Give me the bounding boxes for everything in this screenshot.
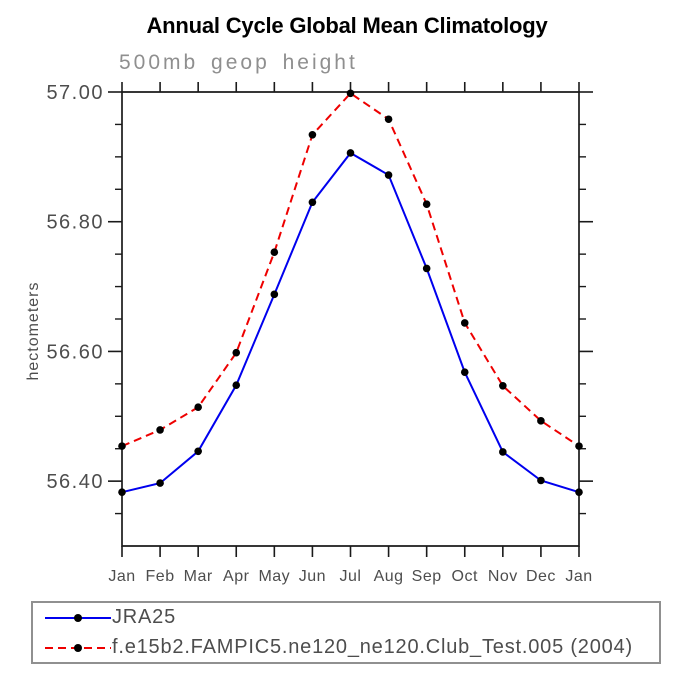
y-tick-label: 57.00 [46,82,104,104]
y-tick-label: 56.80 [46,212,104,234]
series-1 [118,89,583,450]
y-minor-ticks [115,123,586,515]
data-point-marker [460,319,469,327]
x-tick-label: Aug [374,568,404,585]
x-tick-label: Jul [340,568,362,585]
data-point-marker [460,368,469,376]
data-point-marker [156,426,164,434]
data-point-marker [575,442,583,450]
legend-item: f.e15b2.FAMPIC5.ne120_ne120.Club_Test.00… [33,633,659,663]
x-tick-label: May [258,568,290,585]
data-point-marker [499,382,507,390]
legend-label: f.e15b2.FAMPIC5.ne120_ne120.Club_Test.00… [112,636,633,658]
axis-frame [121,91,580,547]
data-point-marker [270,248,279,256]
data-point-marker [308,131,317,139]
data-point-marker [384,115,393,124]
x-tick-label: Sep [412,568,442,585]
legend-swatch-solid-line-icon [45,613,111,622]
data-point-marker [575,488,583,496]
y-tick-labels: 56.40 56.60 56.80 57.00 [46,82,104,493]
data-point-marker [308,198,317,207]
series-0 [118,149,583,496]
x-tick-label: Nov [488,568,518,585]
data-point-marker [118,488,126,496]
series-line [121,151,580,494]
x-tick-label: Feb [146,568,175,585]
chart-title: Annual Cycle Global Mean Climatology [146,13,548,38]
x-tick-label: Apr [223,568,250,585]
data-point-marker [384,171,393,179]
legend: JRA25 f.e15b2.FAMPIC5.ne120_ne120.Club_Te… [31,601,661,664]
x-tick-labels: Jan Feb Mar Apr May Jun Jul Aug Sep Oct Nov Dec Jan [108,568,592,585]
y-tick-label: 56.60 [46,341,104,363]
data-point-marker [499,448,507,456]
data-point-marker [422,200,431,209]
data-point-marker [346,149,355,157]
x-tick-label: Jan [565,568,592,585]
series-line [121,91,580,448]
x-tick-label: Jan [108,568,135,585]
legend-marker-icon [74,643,82,652]
data-point-marker [537,417,545,425]
y-ticks [108,91,593,482]
chart-subtitle: 500mb geop height [119,51,358,74]
data-point-marker [537,476,545,485]
plot-area: Jan Feb Mar Apr May Jun Jul Aug Sep Oct Nov Dec Jan 5… [46,82,593,585]
data-point-marker [118,442,126,450]
x-tick-label: Jun [299,568,326,585]
x-tick-label: Oct [452,568,478,585]
y-tick-label: 56.40 [46,471,104,493]
x-tick-label: Mar [184,568,213,585]
legend-marker-icon [74,613,82,622]
legend-item: JRA25 [33,603,659,633]
data-point-marker [194,403,202,412]
data-point-marker [270,290,279,299]
x-tick-label: Dec [526,568,556,585]
data-point-marker [194,447,202,456]
data-point-marker [346,89,355,98]
legend-label: JRA25 [112,606,177,628]
data-point-marker [422,264,431,273]
data-point-marker [232,381,241,389]
x-ticks [121,82,580,557]
data-point-marker [156,479,164,487]
legend-swatch-dashed-line-icon [45,643,111,652]
data-point-marker [232,348,241,357]
